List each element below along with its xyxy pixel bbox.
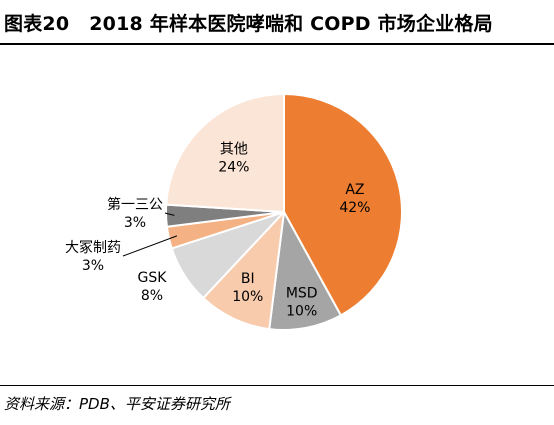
figure-title-text: 2018 年样本医院哮喘和 COPD 市场企业格局: [89, 13, 493, 35]
figure-number: 图表20: [4, 13, 70, 35]
top-rule: [0, 43, 554, 45]
source-note: 资料来源：PDB、平安证券研究所: [4, 395, 230, 413]
bottom-rule: [0, 385, 554, 386]
chart-area: AZ 42% MSD 10% BI 10% GSK 8% 大冢制药 3% 第一三公 3% 其他 24%: [0, 46, 554, 376]
figure-title: 图表20 2018 年样本医院哮喘和 COPD 市场企业格局: [4, 9, 493, 36]
slice-value-label: 42%: [339, 200, 370, 216]
slice-name-label: GSK: [138, 270, 168, 286]
pie-slice-bi: [202, 211, 285, 331]
slice-name-label: AZ: [345, 182, 364, 198]
slice-name-label: 其他: [220, 142, 248, 158]
pie-slice-az: [283, 93, 403, 317]
leader-line-slice-5: [164, 212, 175, 216]
slice-value-label: 3%: [82, 258, 104, 274]
slice-name-label: 大冢制药: [65, 240, 121, 256]
slice-name-label: MSD: [286, 286, 318, 302]
pie-slice-slice-6: [165, 93, 285, 213]
slice-value-label: 8%: [141, 288, 163, 304]
pie-slice-msd: [268, 211, 342, 331]
slice-name-label: BI: [241, 271, 255, 287]
leader-line-slice-4: [122, 235, 178, 257]
slice-value-label: 24%: [218, 160, 249, 176]
slice-value-label: 10%: [286, 304, 317, 320]
slice-value-label: 3%: [124, 215, 146, 231]
slice-value-label: 10%: [232, 289, 263, 305]
slice-name-label: 第一三公: [107, 196, 163, 213]
figure-header: 图表20 2018 年样本医院哮喘和 COPD 市场企业格局: [0, 0, 554, 44]
